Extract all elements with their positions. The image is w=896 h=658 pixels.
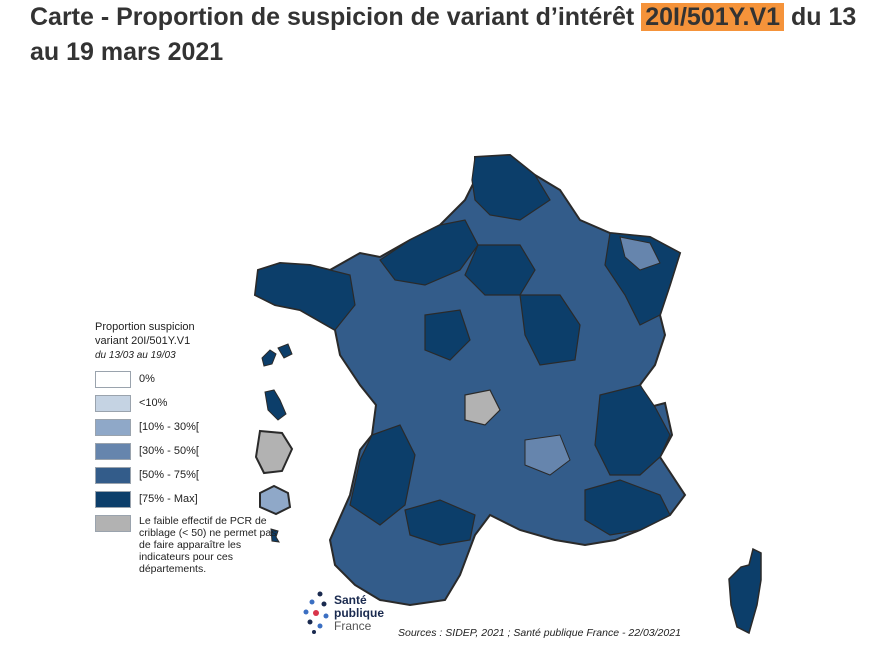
- corsica-map: [728, 547, 762, 635]
- legend-swatch: [95, 443, 131, 460]
- legend-label: 0%: [139, 373, 155, 385]
- region-alps: [594, 384, 671, 476]
- logo-dots-icon: [303, 591, 329, 634]
- legend-item: [30% - 50%[: [95, 443, 285, 460]
- legend-item-na: Le faible effectif de PCR de criblage (<…: [95, 515, 285, 575]
- guyane-map: [254, 429, 294, 475]
- mainland-france-map: [253, 153, 687, 607]
- legend-item: [50% - 75%[: [95, 467, 285, 484]
- legend-na-label: Le faible effectif de PCR de criblage (<…: [139, 515, 277, 575]
- martinique-map: [264, 389, 287, 421]
- legend-title-line2: variant 20I/501Y.V1: [95, 335, 191, 347]
- legend-swatch: [95, 419, 131, 436]
- legend-label: [75% - Max]: [139, 493, 198, 505]
- region-grand-est: [604, 232, 681, 326]
- map-title: Carte - Proportion de suspicion de varia…: [30, 0, 870, 70]
- region-north: [471, 154, 551, 221]
- logo-line2: publique: [334, 605, 384, 620]
- mayotte-map: [270, 528, 280, 543]
- region-normandy: [379, 219, 479, 286]
- logo-line3: France: [334, 618, 372, 633]
- legend-title-line1: Proportion suspicion: [95, 321, 195, 333]
- region-centre: [424, 309, 471, 361]
- region-auvergne-na: [464, 389, 501, 426]
- title-highlight: 20I/501Y.V1: [641, 3, 785, 31]
- france-map: [80, 145, 780, 645]
- title-suffix: du 13 au 19 mars 2021: [30, 3, 857, 66]
- region-aquitaine: [349, 424, 416, 526]
- legend-swatch: [95, 515, 131, 532]
- region-burgundy: [519, 294, 581, 366]
- legend-swatch: [95, 491, 131, 508]
- guadeloupe-map: [261, 343, 293, 367]
- logo-line1: Santé: [334, 592, 367, 607]
- legend-item: [75% - Max]: [95, 491, 285, 508]
- reunion-map: [259, 484, 292, 516]
- legend-item: 0%: [95, 371, 285, 388]
- legend-label: [30% - 50%[: [139, 445, 199, 457]
- source-note: Sources : SIDEP, 2021 ; Santé publique F…: [398, 627, 681, 639]
- legend-label: <10%: [139, 397, 168, 409]
- region-occitanie: [404, 499, 476, 546]
- region-paca: [584, 479, 671, 536]
- legend-label: [50% - 75%[: [139, 469, 199, 481]
- sante-publique-logo: Santé publique France: [300, 590, 384, 636]
- legend-item: [10% - 30%[: [95, 419, 285, 436]
- legend-date-range: du 13/03 au 19/03: [95, 350, 176, 361]
- region-east-light: [619, 236, 661, 271]
- legend-swatch: [95, 395, 131, 412]
- map-legend: Proportion suspicion variant 20I/501Y.V1…: [95, 320, 285, 582]
- legend-item: <10%: [95, 395, 285, 412]
- legend-swatch: [95, 371, 131, 388]
- logo-text: Santé publique France: [334, 592, 384, 633]
- legend-label: [10% - 30%[: [139, 421, 199, 433]
- title-prefix: Carte - Proportion de suspicion de varia…: [30, 3, 642, 31]
- legend-swatch: [95, 467, 131, 484]
- region-brittany: [254, 262, 356, 331]
- region-lyon-light: [524, 434, 571, 476]
